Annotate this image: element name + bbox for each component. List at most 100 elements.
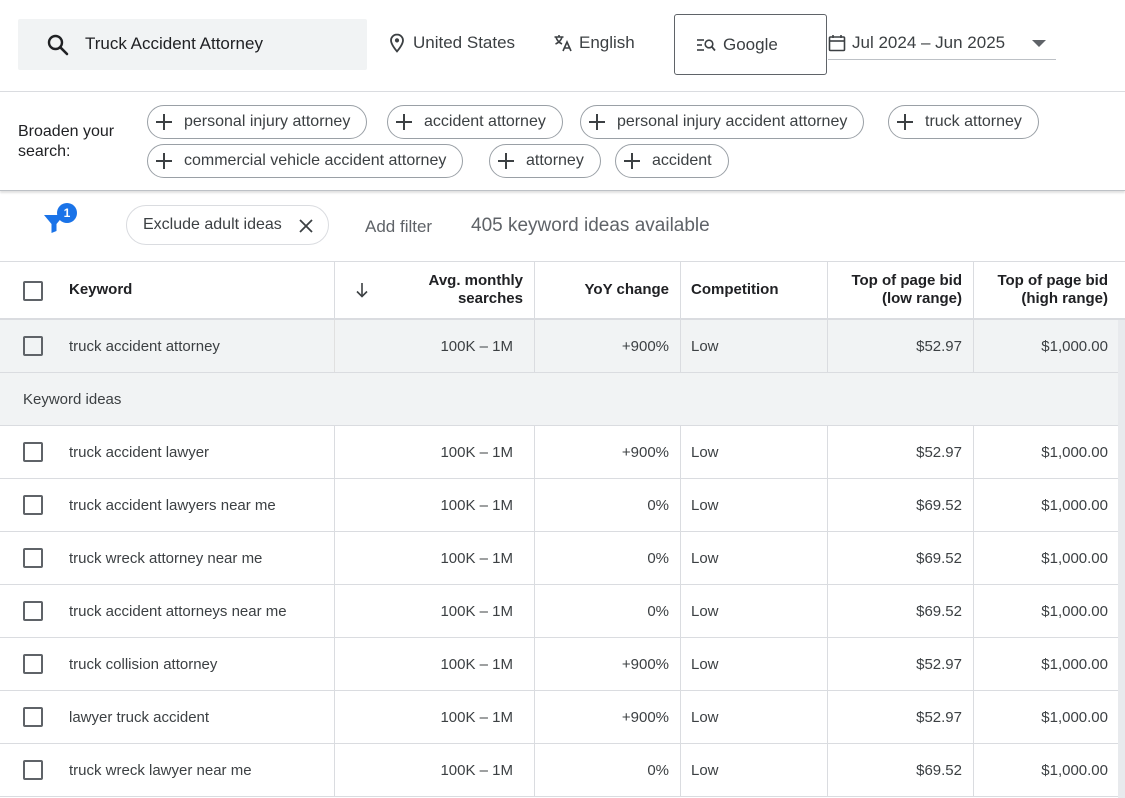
column-divider (680, 638, 681, 690)
bid-high-cell: $1,000.00 (1041, 602, 1108, 620)
broaden-chip[interactable]: personal injury attorney (147, 105, 368, 139)
table-header: Keyword Avg. monthly searches YoY change … (0, 261, 1125, 320)
competition-cell: Low (691, 443, 719, 461)
plus-icon (589, 114, 605, 130)
row-checkbox[interactable] (23, 601, 43, 621)
competition-cell: Low (691, 337, 719, 355)
table-row[interactable]: truck accident attorneys near me 100K – … (0, 585, 1125, 638)
location-selector[interactable]: United States (389, 33, 515, 53)
column-divider (680, 320, 681, 372)
column-divider (827, 691, 828, 743)
row-checkbox[interactable] (23, 760, 43, 780)
column-divider (334, 320, 335, 372)
select-all-checkbox[interactable] (23, 281, 43, 301)
column-divider (334, 479, 335, 531)
column-divider (827, 638, 828, 690)
column-divider (973, 585, 974, 637)
column-header-avg-monthly-searches[interactable]: Avg. monthly searches (400, 262, 523, 318)
competition-cell: Low (691, 602, 719, 620)
broaden-chip[interactable]: truck attorney (888, 105, 1039, 139)
column-divider (680, 744, 681, 796)
keyword-cell: truck accident lawyer (69, 443, 210, 461)
table-row[interactable]: truck wreck attorney near me 100K – 1M 0… (0, 532, 1125, 585)
column-divider (973, 744, 974, 796)
table-row[interactable]: lawyer truck accident 100K – 1M +900% Lo… (0, 691, 1125, 744)
location-label: United States (413, 33, 516, 52)
yoy-cell: +900% (621, 655, 669, 673)
competition-cell: Low (691, 496, 719, 514)
row-checkbox[interactable] (23, 654, 43, 674)
row-checkbox[interactable] (23, 548, 43, 568)
section-label: Keyword ideas (23, 391, 122, 408)
column-header-yoy-change[interactable]: YoY change (584, 281, 669, 298)
header-line: searches (457, 290, 523, 307)
exclude-adult-ideas-chip[interactable]: Exclude adult ideas (126, 205, 329, 245)
filter-count-badge: 1 (57, 203, 77, 223)
column-divider (827, 426, 828, 478)
column-divider (827, 479, 828, 531)
bid-low-cell: $52.97 (916, 708, 962, 726)
header-line: Top of page bid (997, 272, 1108, 289)
keyword-cell: truck wreck attorney near me (69, 549, 263, 567)
row-checkbox[interactable] (23, 495, 43, 515)
row-checkbox[interactable] (23, 336, 43, 356)
add-filter-button[interactable]: Add filter (365, 217, 433, 236)
sort-descending-icon[interactable] (353, 262, 371, 318)
broaden-chip[interactable]: commercial vehicle accident attorney (147, 144, 464, 178)
column-divider (334, 426, 335, 478)
broaden-chip[interactable]: personal injury accident attorney (580, 105, 865, 139)
bid-high-cell: $1,000.00 (1041, 761, 1108, 779)
column-header-keyword[interactable]: Keyword (69, 281, 133, 298)
table-row[interactable]: truck accident attorney 100K – 1M +900% … (0, 320, 1125, 373)
searches-cell: 100K – 1M (440, 602, 513, 620)
column-divider (680, 691, 681, 743)
column-divider (534, 426, 535, 478)
competition-cell: Low (691, 549, 719, 567)
date-range-label: Jul 2024 – Jun 2025 (852, 33, 1006, 52)
table-row[interactable]: truck accident lawyers near me 100K – 1M… (0, 479, 1125, 532)
column-divider (534, 532, 535, 584)
column-divider (334, 585, 335, 637)
table-scrollbar[interactable] (1118, 320, 1125, 798)
column-divider (973, 691, 974, 743)
dropdown-arrow-icon[interactable] (1032, 40, 1046, 47)
column-divider (534, 744, 535, 796)
column-header-bid-high[interactable]: Top of page bid (high range) (976, 262, 1108, 318)
column-header-bid-low[interactable]: Top of page bid (low range) (830, 262, 962, 318)
table-row[interactable]: truck accident lawyer 100K – 1M +900% Lo… (0, 426, 1125, 479)
searches-cell: 100K – 1M (440, 496, 513, 514)
table-row[interactable]: truck wreck lawyer near me 100K – 1M 0% … (0, 744, 1125, 797)
keyword-search-box[interactable]: Truck Accident Attorney (18, 19, 367, 70)
chip-label: accident (652, 152, 712, 169)
broaden-chip[interactable]: attorney (489, 144, 601, 178)
row-checkbox[interactable] (23, 442, 43, 462)
bid-low-cell: $69.52 (916, 549, 962, 567)
close-icon[interactable] (298, 218, 314, 239)
bid-low-cell: $69.52 (916, 602, 962, 620)
plus-icon (156, 153, 172, 169)
column-divider (827, 532, 828, 584)
chip-label: personal injury accident attorney (617, 113, 848, 130)
bid-high-cell: $1,000.00 (1041, 549, 1108, 567)
column-divider (534, 691, 535, 743)
yoy-cell: +900% (621, 337, 669, 355)
column-divider (973, 532, 974, 584)
date-range-selector[interactable]: Jul 2024 – Jun 2025 (828, 33, 1056, 60)
competition-cell: Low (691, 708, 719, 726)
search-engine-selector[interactable]: Google (674, 14, 827, 75)
column-divider (334, 691, 335, 743)
keyword-cell: truck collision attorney (69, 655, 218, 673)
search-icon (46, 33, 70, 62)
table-row[interactable]: truck collision attorney 100K – 1M +900%… (0, 638, 1125, 691)
column-divider (827, 585, 828, 637)
broaden-chip[interactable]: accident (615, 144, 729, 178)
row-checkbox[interactable] (23, 707, 43, 727)
keyword-ideas-count: 405 keyword ideas available (471, 215, 710, 236)
search-query[interactable]: Truck Accident Attorney (85, 34, 263, 53)
header-line: Top of page bid (851, 272, 962, 289)
column-header-competition[interactable]: Competition (691, 281, 779, 298)
broaden-chip[interactable]: accident attorney (387, 105, 563, 139)
column-divider (334, 532, 335, 584)
language-selector[interactable]: English (553, 33, 635, 53)
yoy-cell: 0% (647, 761, 669, 779)
